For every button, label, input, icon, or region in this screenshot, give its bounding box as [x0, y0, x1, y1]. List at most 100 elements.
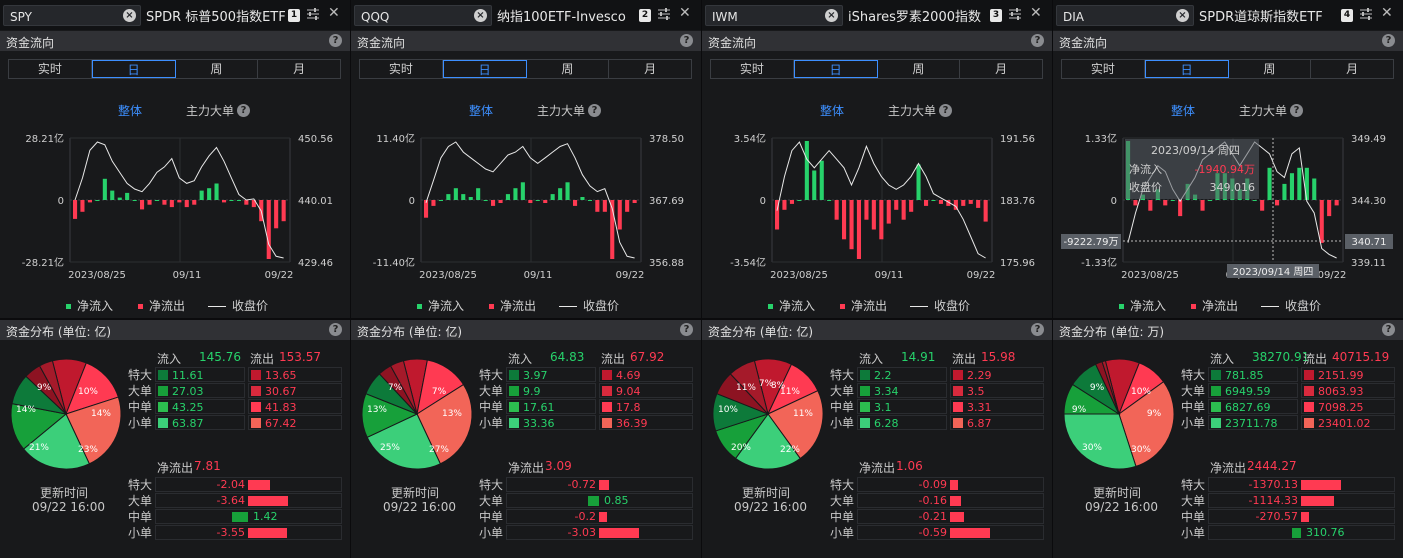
tab-week[interactable]: 周: [878, 60, 961, 78]
clear-symbol-icon[interactable]: ×: [123, 9, 136, 22]
net-flow-bar: [513, 188, 518, 200]
tab-week[interactable]: 周: [527, 60, 610, 78]
settings-sliders-icon[interactable]: [1359, 7, 1373, 21]
tab-realtime[interactable]: 实时: [360, 60, 443, 78]
panel-index-badge: 1: [288, 9, 300, 22]
help-icon[interactable]: ?: [680, 323, 693, 336]
net-flow-bar: [446, 194, 451, 200]
outflow-swatch: [251, 386, 261, 396]
tab-realtime[interactable]: 实时: [9, 60, 92, 78]
net-flow-bar: [827, 200, 832, 201]
net-row-small: -3.55: [155, 525, 342, 540]
symbol-input[interactable]: DIA ×: [1056, 5, 1194, 26]
help-icon[interactable]: ?: [1382, 34, 1395, 47]
symbol-input[interactable]: SPY ×: [3, 5, 141, 26]
close-panel-icon[interactable]: ✕: [328, 5, 340, 21]
help-icon[interactable]: ?: [588, 104, 601, 117]
mode-main-tab[interactable]: 主力大单: [1239, 104, 1288, 118]
crosshair-date-bg: [1227, 264, 1319, 278]
net-flow-bar: [580, 197, 585, 200]
mode-all-tab[interactable]: 整体: [118, 104, 143, 118]
inflow-swatch: [860, 370, 870, 380]
pie-label: 8%: [771, 381, 786, 391]
outflow-value: 3.31: [967, 401, 992, 414]
tab-month[interactable]: 月: [293, 62, 306, 76]
net-flow-bar: [281, 200, 286, 222]
net-value-medium: -270.57: [1255, 510, 1298, 523]
tab-day[interactable]: 日: [1144, 60, 1229, 78]
tooltip-in-label: 净流入: [1129, 162, 1162, 176]
mode-all-tab[interactable]: 整体: [1171, 104, 1196, 118]
help-icon[interactable]: ?: [329, 34, 342, 47]
panel-toolbar: DIA × SPDR道琼斯指数ETF 4 ✕: [1053, 0, 1403, 30]
tab-day[interactable]: 日: [91, 60, 176, 78]
tab-realtime[interactable]: 实时: [711, 60, 794, 78]
help-icon[interactable]: ?: [1031, 34, 1044, 47]
legend-inflow: 净流入: [768, 297, 815, 314]
net-flow-bar: [162, 200, 167, 205]
legend-outflow-swatch: [840, 304, 845, 309]
clear-symbol-icon[interactable]: ×: [825, 9, 838, 22]
net-flow-bar: [453, 188, 458, 200]
outflow-swatch: [1304, 370, 1314, 380]
net-bar-super: [248, 480, 271, 490]
row-label-small: 小单: [830, 416, 855, 430]
tab-month[interactable]: 月: [995, 62, 1008, 76]
help-icon[interactable]: ?: [1031, 323, 1044, 336]
mode-main-tab[interactable]: 主力大单: [888, 104, 937, 118]
outflow-cell-small: 67.42: [248, 415, 342, 430]
mode-all-tab[interactable]: 整体: [469, 104, 494, 118]
help-icon[interactable]: ?: [1382, 323, 1395, 336]
tab-day[interactable]: 日: [442, 60, 527, 78]
tab-realtime[interactable]: 实时: [1062, 60, 1145, 78]
help-icon[interactable]: ?: [329, 323, 342, 336]
tab-month[interactable]: 月: [1346, 62, 1359, 76]
net-row-label-super: 特大: [1181, 478, 1206, 492]
close-price-line: [74, 141, 284, 259]
inflow-cell-large: 9.9: [506, 383, 596, 398]
close-panel-icon[interactable]: ✕: [1030, 5, 1042, 21]
y-right-tick: 367.69: [649, 196, 684, 207]
x-tick: 2023/08/25: [1121, 270, 1179, 281]
settings-sliders-icon[interactable]: [1008, 7, 1022, 21]
settings-sliders-icon[interactable]: [657, 7, 671, 21]
help-icon[interactable]: ?: [1290, 104, 1303, 117]
net-flow-bar: [565, 182, 570, 200]
tab-week[interactable]: 周: [176, 60, 259, 78]
help-icon[interactable]: ?: [680, 34, 693, 47]
symbol-text: IWM: [712, 10, 738, 24]
pie-label: 20%: [731, 443, 751, 453]
close-panel-icon[interactable]: ✕: [679, 5, 691, 21]
net-row-large: -0.16: [857, 493, 1044, 508]
clear-symbol-icon[interactable]: ×: [474, 9, 487, 22]
legend-inflow-swatch: [417, 304, 422, 309]
mode-main-tab[interactable]: 主力大单: [186, 104, 235, 118]
y-right-tick: 349.49: [1351, 134, 1386, 145]
tab-week[interactable]: 周: [1229, 60, 1312, 78]
crosshair-right-bg: [1345, 234, 1393, 249]
tab-month[interactable]: 月: [644, 62, 657, 76]
flow-chart-svg: 11.40亿 0 -11.40亿 378.50 367.69 356.88 2023/08/…: [373, 132, 684, 281]
symbol-input[interactable]: QQQ ×: [354, 5, 492, 26]
inflow-value: 17.61: [523, 401, 555, 414]
mode-main-tab[interactable]: 主力大单: [537, 104, 586, 118]
section-separator: [1053, 318, 1403, 320]
legend-outflow-label: 净流出: [851, 299, 888, 313]
inflow-total: 64.83: [550, 350, 585, 364]
settings-sliders-icon[interactable]: [306, 7, 320, 21]
net-bar-large: [950, 496, 961, 506]
net-flow-bar: [610, 200, 615, 259]
help-icon[interactable]: ?: [939, 104, 952, 117]
net-flow-bar: [244, 200, 249, 205]
inflow-cell-small: 6.28: [857, 415, 947, 430]
close-panel-icon[interactable]: ✕: [1381, 5, 1393, 21]
section-title: 资金分布 (单位: 亿): [708, 325, 814, 339]
tab-day[interactable]: 日: [793, 60, 878, 78]
clear-symbol-icon[interactable]: ×: [1176, 9, 1189, 22]
net-outflow-total: 3.09: [545, 459, 572, 473]
mode-all-tab[interactable]: 整体: [820, 104, 845, 118]
row-label-medium: 中单: [479, 400, 504, 414]
help-icon[interactable]: ?: [237, 104, 250, 117]
section-title: 资金流向: [6, 36, 55, 50]
symbol-input[interactable]: IWM ×: [705, 5, 843, 26]
